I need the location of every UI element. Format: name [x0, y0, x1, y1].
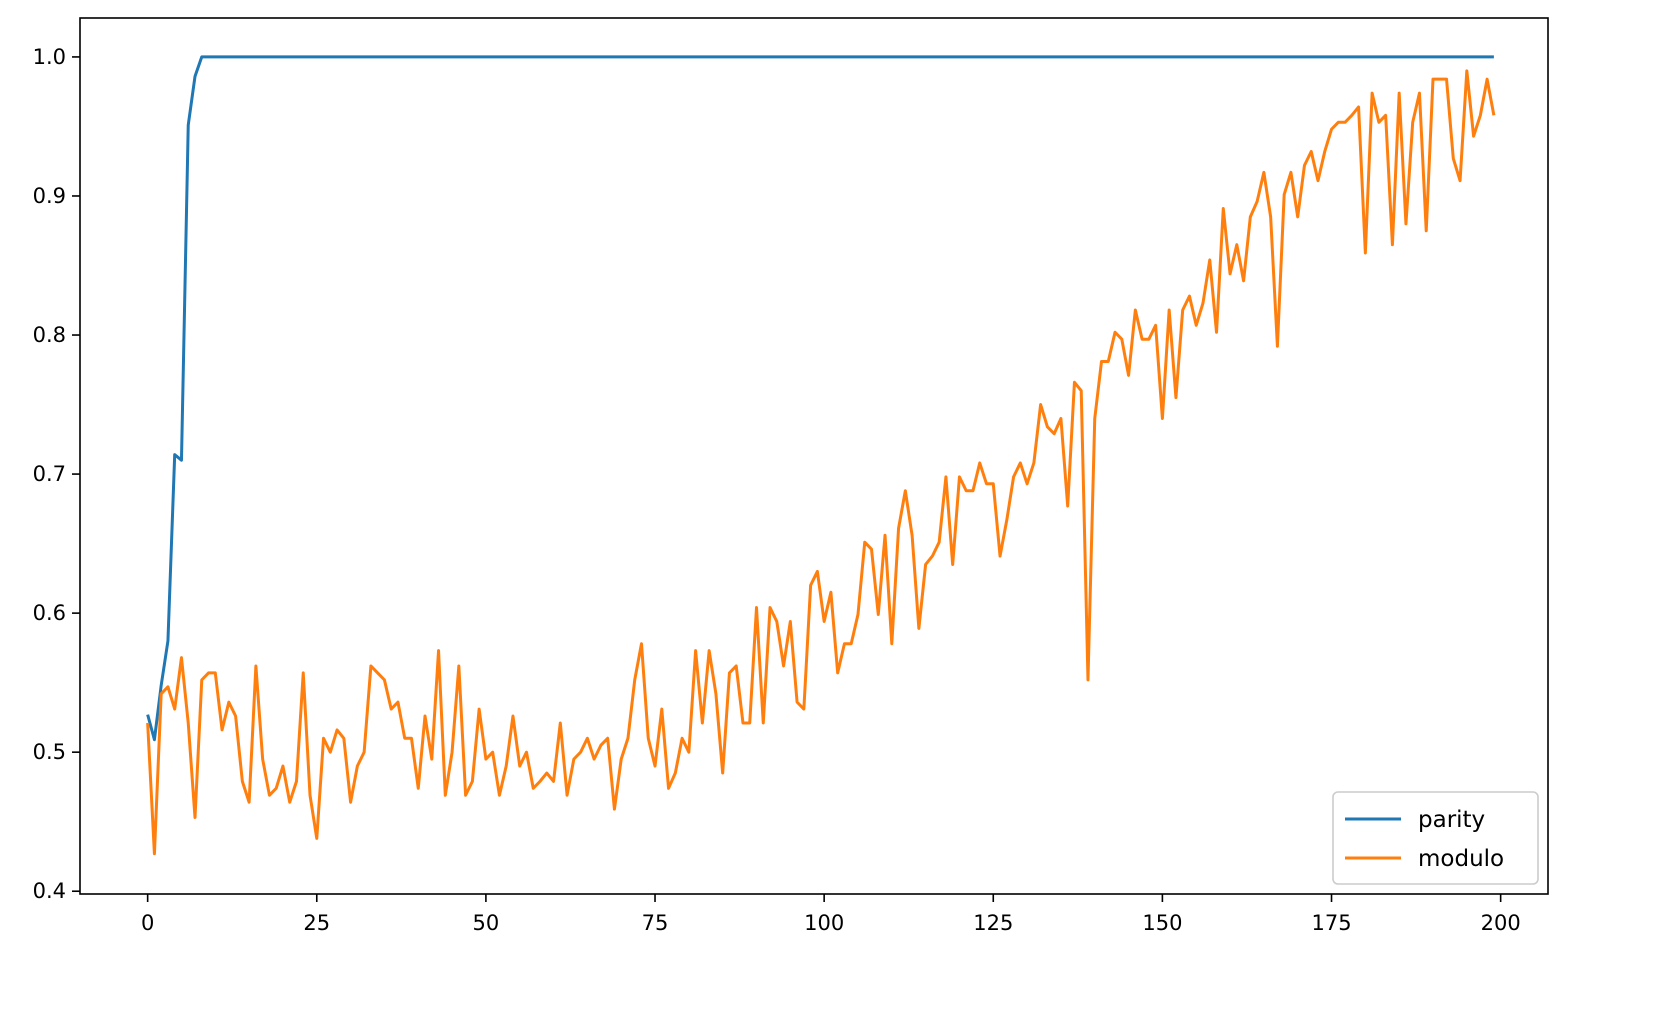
- x-tick-label: 0: [141, 911, 154, 935]
- y-tick-label: 0.6: [33, 601, 66, 625]
- legend: parity modulo: [1332, 791, 1539, 885]
- x-axis: 0 25 50 75 100 125 150 175 200: [141, 894, 1521, 935]
- y-tick-label: 0.9: [33, 184, 66, 208]
- x-tick-label: 75: [642, 911, 669, 935]
- y-tick-label: 0.8: [33, 323, 66, 347]
- x-tick-label: 175: [1311, 911, 1351, 935]
- y-tick-label: 0.5: [33, 740, 66, 764]
- x-tick-label: 125: [973, 911, 1013, 935]
- x-tick-label: 150: [1142, 911, 1182, 935]
- series-line-parity: [146, 55, 1494, 742]
- legend-label-parity: parity: [1418, 807, 1485, 833]
- y-tick-label: 1.0: [33, 45, 66, 69]
- series-line-modulo: [146, 69, 1496, 856]
- y-tick-label: 0.4: [33, 879, 66, 903]
- x-tick-label: 100: [804, 911, 844, 935]
- x-tick-label: 25: [303, 911, 330, 935]
- x-tick-label: 200: [1481, 911, 1521, 935]
- y-tick-label: 0.7: [33, 462, 66, 486]
- y-axis: 0.4 0.5 0.6 0.7 0.8 0.9 1.0: [33, 45, 80, 903]
- plot-area: [80, 18, 1548, 894]
- x-tick-label: 50: [473, 911, 500, 935]
- plot-border: [79, 17, 1549, 895]
- legend-box: [1332, 791, 1539, 885]
- series-layer: [146, 55, 1496, 856]
- legend-label-modulo: modulo: [1418, 846, 1504, 872]
